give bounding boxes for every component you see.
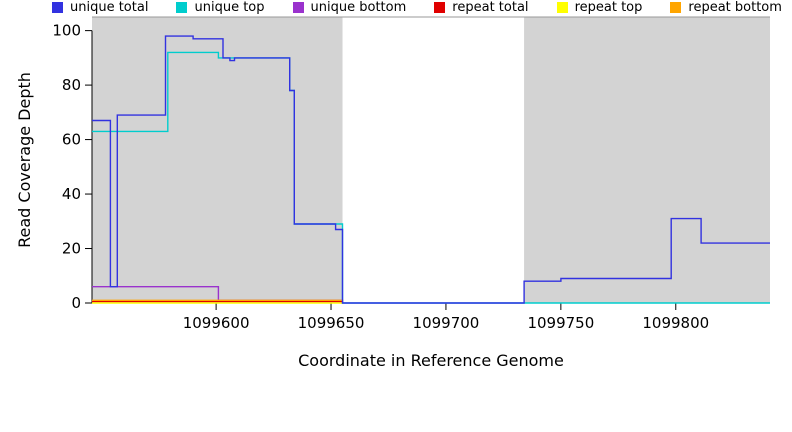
x-tick-label: 1099600: [183, 314, 250, 332]
legend-label-unique-bottom: unique bottom: [310, 0, 407, 15]
x-axis-title: Coordinate in Reference Genome: [298, 351, 564, 370]
legend-swatch-repeat-bottom: [670, 2, 682, 13]
legend-item-unique-bottom: unique bottom: [292, 0, 407, 15]
legend-item-repeat-bottom: repeat bottom: [670, 0, 782, 15]
legend-swatch-unique-bottom: [292, 2, 304, 13]
legend-label-repeat-top: repeat top: [574, 0, 643, 15]
x-tick-label: 1099800: [642, 314, 709, 332]
y-axis-title: Read Coverage Depth: [15, 72, 34, 248]
x-tick-label: 1099700: [413, 314, 480, 332]
plot-svg: 1099600 1099650 1099700 1099750 1099800 0 20 40…: [15, 16, 770, 370]
legend-label-repeat-bottom: repeat bottom: [688, 0, 782, 15]
legend-label-unique-total: unique total: [70, 0, 149, 15]
legend-swatch-unique-top: [176, 2, 188, 13]
legend-swatch-unique-total: [52, 2, 63, 13]
legend-label-unique-top: unique top: [194, 0, 265, 15]
y-tick-label: 60: [62, 131, 81, 149]
panel-region: [92, 17, 343, 303]
legend-item-repeat-top: repeat top: [556, 0, 643, 15]
legend-swatch-repeat-top: [556, 2, 568, 13]
x-tick-label: 1099650: [298, 314, 365, 332]
series-line-unique-total: [92, 35, 770, 304]
legend: unique total unique top unique bottom re…: [0, 0, 792, 15]
legend-item-unique-total: unique total: [52, 0, 148, 15]
legend-item-unique-top: unique top: [176, 0, 265, 15]
y-tick-label: 20: [62, 240, 81, 258]
legend-item-repeat-total: repeat total: [434, 0, 529, 15]
legend-swatch-repeat-total: [434, 2, 446, 13]
x-tick-label: 1099750: [527, 314, 594, 332]
legend-label-repeat-total: repeat total: [452, 0, 529, 15]
plot-layers: 1099600 1099650 1099700 1099750 1099800 0 20 40…: [52, 16, 770, 332]
panel-region: [524, 17, 770, 303]
y-tick-label: 40: [62, 185, 81, 203]
y-tick-label: 100: [52, 22, 81, 40]
y-tick-label: 80: [62, 76, 81, 94]
y-tick-label: 0: [71, 294, 81, 312]
